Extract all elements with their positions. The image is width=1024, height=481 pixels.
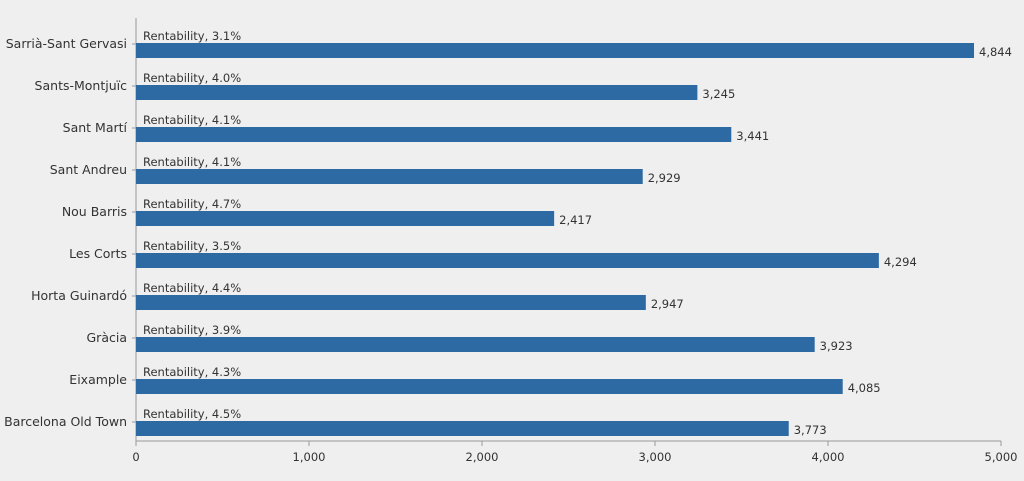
value-label: 3,773 [794, 423, 827, 437]
value-label: 2,417 [559, 213, 592, 227]
category-label: Sant Martí [63, 120, 128, 135]
x-tick-label: 2,000 [466, 450, 499, 464]
category-label: Eixample [69, 372, 127, 387]
bar [136, 127, 732, 142]
annotation-label: Rentability, 3.1% [143, 29, 241, 43]
x-tick-label: 1,000 [293, 450, 326, 464]
value-label: 4,294 [884, 255, 917, 269]
x-tick-label: 4,000 [812, 450, 845, 464]
bar [136, 169, 643, 184]
x-tick-label: 0 [132, 450, 139, 464]
value-label: 4,085 [848, 381, 881, 395]
category-label: Les Corts [69, 246, 127, 261]
category-label: Sants-Montjuïc [35, 78, 128, 93]
bar [136, 211, 555, 226]
value-label: 2,947 [651, 297, 684, 311]
bar [136, 337, 815, 352]
x-tick-label: 5,000 [985, 450, 1018, 464]
annotation-label: Rentability, 4.1% [143, 155, 241, 169]
category-label: Horta Guinardó [31, 288, 127, 303]
annotation-label: Rentability, 4.0% [143, 71, 241, 85]
bar [136, 253, 879, 268]
annotation-label: Rentability, 4.3% [143, 365, 241, 379]
annotation-label: Rentability, 3.9% [143, 323, 241, 337]
annotation-label: Rentability, 3.5% [143, 239, 241, 253]
category-label: Sarrià-Sant Gervasi [6, 36, 127, 51]
annotation-label: Rentability, 4.5% [143, 407, 241, 421]
value-label: 2,929 [648, 171, 681, 185]
annotation-label: Rentability, 4.4% [143, 281, 241, 295]
bar [136, 85, 698, 100]
category-label: Nou Barris [62, 204, 127, 219]
bar [136, 43, 975, 58]
value-label: 3,923 [820, 339, 853, 353]
value-label: 3,441 [736, 129, 769, 143]
value-label: 3,245 [702, 87, 735, 101]
category-label: Gràcia [87, 330, 128, 345]
annotation-label: Rentability, 4.7% [143, 197, 241, 211]
bar [136, 379, 843, 394]
value-label: 4,844 [979, 45, 1012, 59]
category-label: Sant Andreu [50, 162, 127, 177]
category-label: Barcelona Old Town [4, 414, 127, 429]
bar [136, 421, 789, 436]
x-tick-label: 3,000 [639, 450, 672, 464]
bar [136, 295, 646, 310]
annotation-label: Rentability, 4.1% [143, 113, 241, 127]
